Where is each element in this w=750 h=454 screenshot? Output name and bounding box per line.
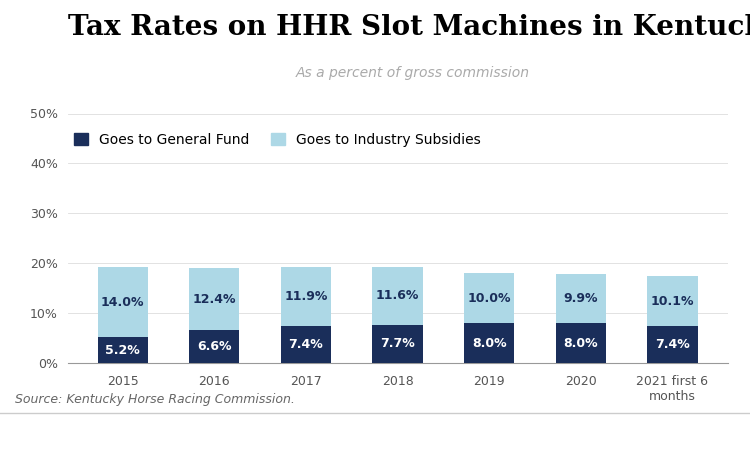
Text: Tax Rates on HHR Slot Machines in Kentucky: Tax Rates on HHR Slot Machines in Kentuc…: [68, 14, 750, 40]
Bar: [98, 337, 148, 363]
Text: 12.4%: 12.4%: [193, 293, 236, 306]
Text: 8.0%: 8.0%: [472, 337, 506, 350]
Text: 9.9%: 9.9%: [563, 292, 598, 305]
Bar: [189, 268, 239, 330]
Text: Source: Kentucky Horse Racing Commission.: Source: Kentucky Horse Racing Commission…: [15, 393, 295, 406]
Text: 7.7%: 7.7%: [380, 337, 415, 350]
Bar: [98, 267, 148, 337]
Bar: [280, 326, 331, 363]
Bar: [464, 323, 514, 363]
Text: 5.2%: 5.2%: [105, 344, 140, 357]
Text: 7.4%: 7.4%: [655, 338, 690, 351]
Bar: [647, 326, 698, 363]
Text: 7.4%: 7.4%: [289, 338, 323, 351]
Bar: [556, 274, 606, 323]
Text: As a percent of gross commission: As a percent of gross commission: [296, 66, 530, 80]
Bar: [464, 273, 514, 323]
Bar: [280, 267, 331, 326]
Bar: [647, 276, 698, 326]
Text: 10.0%: 10.0%: [467, 292, 511, 305]
Text: 8.0%: 8.0%: [563, 337, 598, 350]
Bar: [189, 330, 239, 363]
Bar: [556, 323, 606, 363]
Legend: Goes to General Fund, Goes to Industry Subsidies: Goes to General Fund, Goes to Industry S…: [74, 133, 481, 147]
Text: Kentucky Center for Economic Policy | kypolicy.org: Kentucky Center for Economic Policy | ky…: [338, 427, 735, 440]
Text: 11.6%: 11.6%: [376, 289, 419, 302]
Bar: [372, 267, 423, 325]
Text: 10.1%: 10.1%: [650, 295, 694, 307]
Text: 11.9%: 11.9%: [284, 290, 328, 303]
Text: 14.0%: 14.0%: [101, 296, 145, 309]
Text: 6.6%: 6.6%: [197, 340, 232, 353]
Bar: [372, 325, 423, 363]
